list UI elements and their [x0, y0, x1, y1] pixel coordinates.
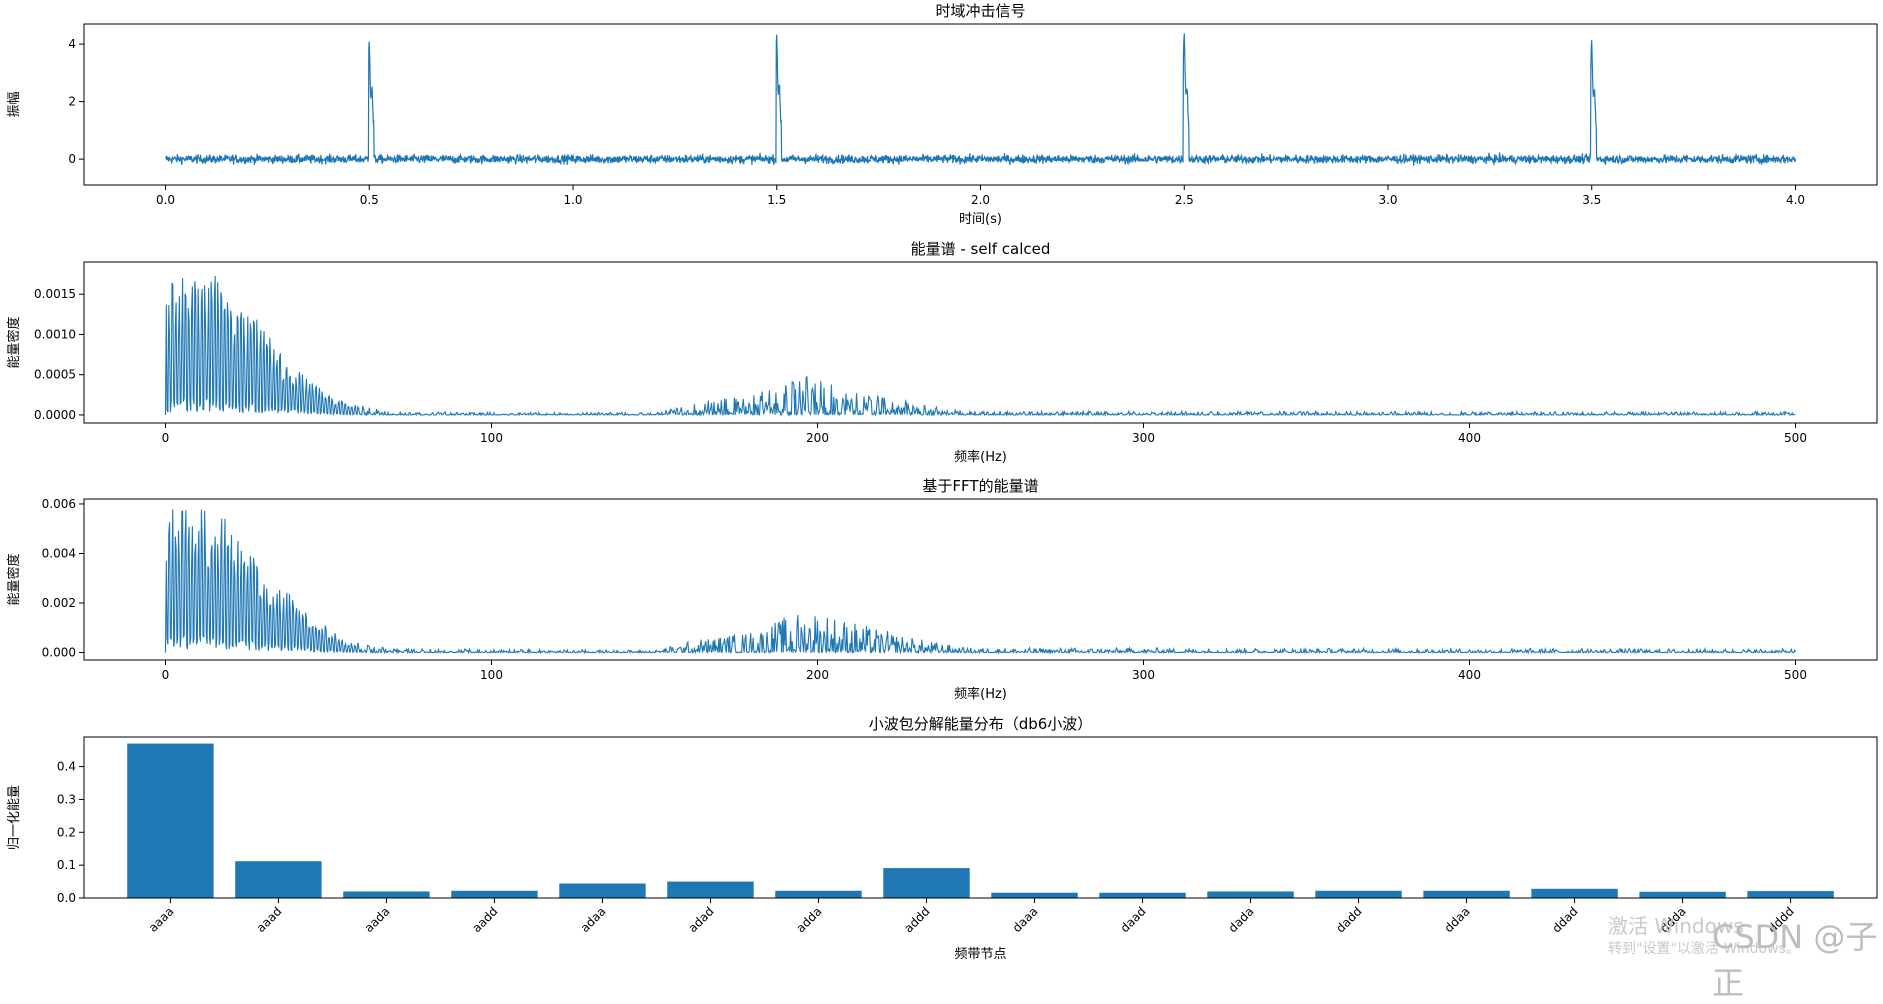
time-xtick-label: 0.5	[360, 193, 379, 207]
bar-dada	[1207, 891, 1294, 898]
self-spectrum-line	[164, 275, 1796, 418]
self-spectrum-xtick-label: 100	[480, 431, 503, 445]
fft-spectrum-ytick-label: 0.000	[42, 646, 76, 660]
time-signal-line	[164, 33, 1797, 167]
fft-spectrum-xlabel: 频率(Hz)	[954, 686, 1007, 702]
windows-activation-watermark-subtitle: 转到"设置"以激活 Windows。	[1608, 941, 1800, 957]
fft-spectrum-ylabel: 能量密度	[6, 553, 22, 605]
wavelet-xtick-label: ddad	[1549, 904, 1580, 935]
self-spectrum-ytick-label: 0.0010	[34, 327, 76, 341]
wavelet-xtick-label: ddaa	[1442, 904, 1473, 935]
fft-spectrum-ytick-label: 0.002	[42, 596, 76, 610]
wavelet-xtick-label: aada	[362, 904, 393, 935]
self-spectrum-ylabel: 能量密度	[6, 316, 22, 368]
wavelet-packet-energy-chart: aaaa aaad aada aadd adaa adad adda addd daaa daad…	[7, 715, 1878, 962]
time-xlabel: 时间(s)	[959, 212, 1002, 227]
bar-ddad	[1531, 888, 1618, 898]
time-ytick-label: 2	[68, 95, 76, 109]
wavelet-ytick-label: 0.1	[57, 858, 76, 872]
fft-spectrum-xtick-label: 500	[1784, 668, 1807, 682]
bar-adda	[775, 890, 862, 898]
fft-spectrum-ytick-label: 0.006	[42, 497, 76, 511]
time-xtick-label: 1.0	[563, 193, 582, 207]
time-frame	[83, 23, 1878, 186]
fft-spectrum-xtick-label: 0	[162, 668, 170, 682]
self-spectrum-xtick-label: 300	[1132, 431, 1155, 445]
wavelet-xtick-label: dadd	[1333, 904, 1364, 935]
bar-adad	[667, 881, 754, 898]
time-ylabel: 振幅	[7, 91, 22, 117]
wavelet-xtick-label: adad	[686, 904, 717, 935]
time-title: 时域冲击信号	[935, 2, 1025, 20]
fft-spectrum-frame	[83, 498, 1878, 661]
bar-aada	[343, 891, 430, 898]
time-ytick-label: 0	[68, 152, 76, 166]
time-xtick-label: 4.0	[1786, 193, 1805, 207]
fft-spectrum-xtick-label: 300	[1132, 668, 1155, 682]
self-spectrum-xlabel: 频率(Hz)	[954, 449, 1007, 465]
bar-adaa	[559, 883, 646, 898]
wavelet-ytick-label: 0.0	[57, 891, 76, 905]
fft-spectrum-xtick-label: 100	[480, 668, 503, 682]
fft-spectrum-title: 基于FFT的能量谱	[922, 477, 1038, 495]
wavelet-xtick-label: aadd	[469, 904, 500, 935]
bar-dadd	[1315, 890, 1402, 898]
csdn-watermark: CSDN @子正	[1712, 918, 1878, 1002]
wavelet-xlabel: 频带节点	[954, 947, 1006, 962]
self-spectrum-ytick-label: 0.0005	[34, 368, 76, 382]
bar-daaa	[991, 892, 1078, 898]
wavelet-frame	[83, 736, 1878, 899]
time-xtick-label: 2.0	[971, 193, 990, 207]
self-spectrum-frame	[83, 261, 1878, 424]
wavelet-ytick-label: 0.2	[57, 825, 76, 839]
bar-addd	[883, 868, 970, 898]
self-spectrum-xtick-label: 200	[806, 431, 829, 445]
time-xtick-label: 1.5	[767, 193, 786, 207]
wavelet-xtick-label: aaad	[254, 904, 285, 935]
bar-aadd	[451, 890, 538, 898]
wavelet-xtick-label: daad	[1118, 904, 1149, 935]
wavelet-xtick-label: dada	[1226, 904, 1257, 935]
windows-activation-watermark-title: 激活 Windows	[1608, 914, 1744, 938]
wavelet-ytick-label: 0.4	[57, 760, 76, 774]
bar-aaad	[235, 861, 322, 898]
bar-dddd	[1747, 891, 1834, 898]
self-spectrum-title: 能量谱 - self calced	[911, 240, 1051, 258]
time-xtick-label: 2.5	[1175, 193, 1194, 207]
wavelet-ytick-label: 0.3	[57, 792, 76, 806]
bar-ddaa	[1423, 890, 1510, 898]
wavelet-title: 小波包分解能量分布（db6小波）	[869, 715, 1093, 733]
self-spectrum-ytick-label: 0.0015	[34, 287, 76, 301]
bar-ddda	[1639, 891, 1726, 898]
fft-spectrum-ytick-label: 0.004	[42, 546, 76, 560]
self-spectrum-xtick-label: 400	[1458, 431, 1481, 445]
bar-daad	[1099, 892, 1186, 898]
wavelet-xtick-label: adaa	[578, 904, 609, 935]
time-ytick-label: 4	[68, 37, 76, 51]
self-spectrum-xtick-label: 500	[1784, 431, 1807, 445]
energy-spectrum-self-chart: 能量谱 - self calced 0.0000 0.0005 0.0010 0.001…	[6, 240, 1878, 465]
self-spectrum-xtick-label: 0	[162, 431, 170, 445]
wavelet-xtick-label: daaa	[1010, 904, 1041, 935]
wavelet-ylabel: 归一化能量	[7, 785, 22, 850]
bar-aaaa	[127, 743, 214, 898]
fft-spectrum-xtick-label: 200	[806, 668, 829, 682]
wavelet-xtick-label: adda	[794, 904, 825, 935]
wavelet-xtick-label: addd	[901, 904, 932, 935]
time-xtick-label: 0.0	[156, 193, 175, 207]
time-xtick-label: 3.5	[1582, 193, 1601, 207]
fft-spectrum-line	[164, 509, 1796, 655]
time-xtick-label: 3.0	[1378, 193, 1397, 207]
wavelet-xtick-label: aaaa	[146, 904, 177, 935]
fft-spectrum-xtick-label: 400	[1458, 668, 1481, 682]
self-spectrum-ytick-label: 0.0000	[34, 408, 76, 422]
